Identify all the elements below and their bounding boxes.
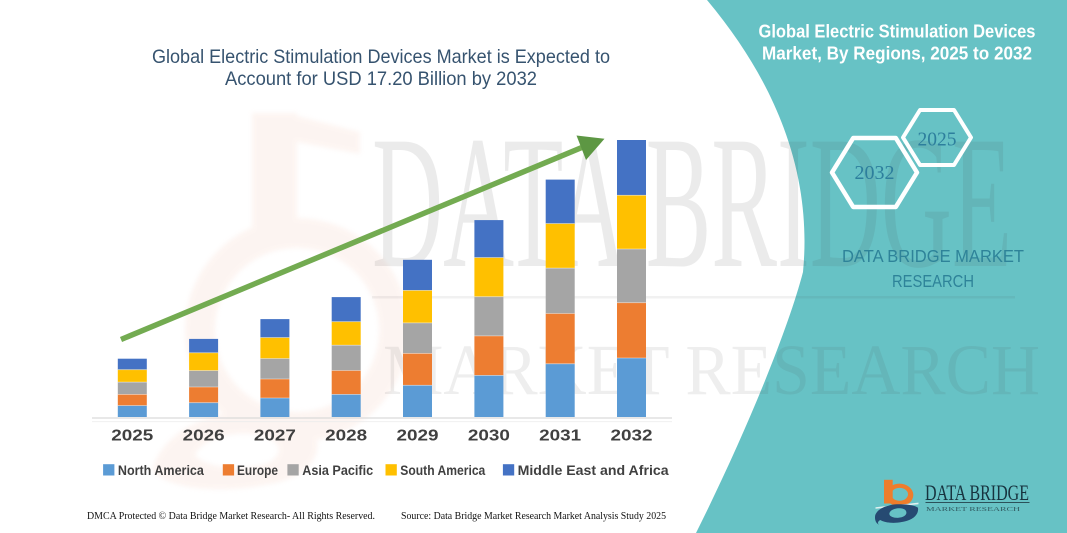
svg-text:DATA BRIDGE: DATA BRIDGE [925, 480, 1029, 505]
svg-text:Source: Data Bridge Market Res: Source: Data Bridge Market Research Mark… [401, 510, 666, 522]
svg-text:Global Electric Stimulation De: Global Electric Stimulation Devices Mark… [152, 46, 610, 68]
svg-text:2025: 2025 [111, 428, 153, 445]
svg-text:2029: 2029 [397, 428, 439, 445]
svg-text:2032: 2032 [611, 428, 653, 445]
svg-text:Europe: Europe [237, 463, 278, 478]
svg-text:DMCA Protected © Data Bridge M: DMCA Protected © Data Bridge Market Rese… [87, 510, 375, 522]
svg-text:Market, By Regions, 2025 to 20: Market, By Regions, 2025 to 2032 [762, 44, 1032, 64]
svg-text:Global Electric Stimulation De: Global Electric Stimulation Devices [759, 22, 1036, 42]
svg-text:2030: 2030 [468, 428, 510, 445]
svg-text:2027: 2027 [254, 428, 296, 445]
svg-text:2032: 2032 [855, 162, 895, 184]
svg-text:2025: 2025 [918, 130, 957, 151]
svg-text:DATA BRIDGE MARKET: DATA BRIDGE MARKET [842, 246, 1024, 266]
svg-text:Account for USD 17.20 Billion: Account for USD 17.20 Billion by 2032 [225, 68, 537, 90]
svg-text:2031: 2031 [539, 428, 581, 445]
svg-text:Asia Pacific: Asia Pacific [302, 463, 373, 478]
svg-text:MARKET RESEARCH: MARKET RESEARCH [926, 506, 1020, 513]
svg-text:RESEARCH: RESEARCH [892, 271, 974, 291]
svg-text:South America: South America [400, 463, 485, 478]
svg-text:Middle East and Africa: Middle East and Africa [518, 463, 670, 478]
svg-text:2028: 2028 [325, 428, 367, 445]
svg-text:North America: North America [118, 463, 204, 478]
svg-text:2026: 2026 [183, 428, 225, 445]
